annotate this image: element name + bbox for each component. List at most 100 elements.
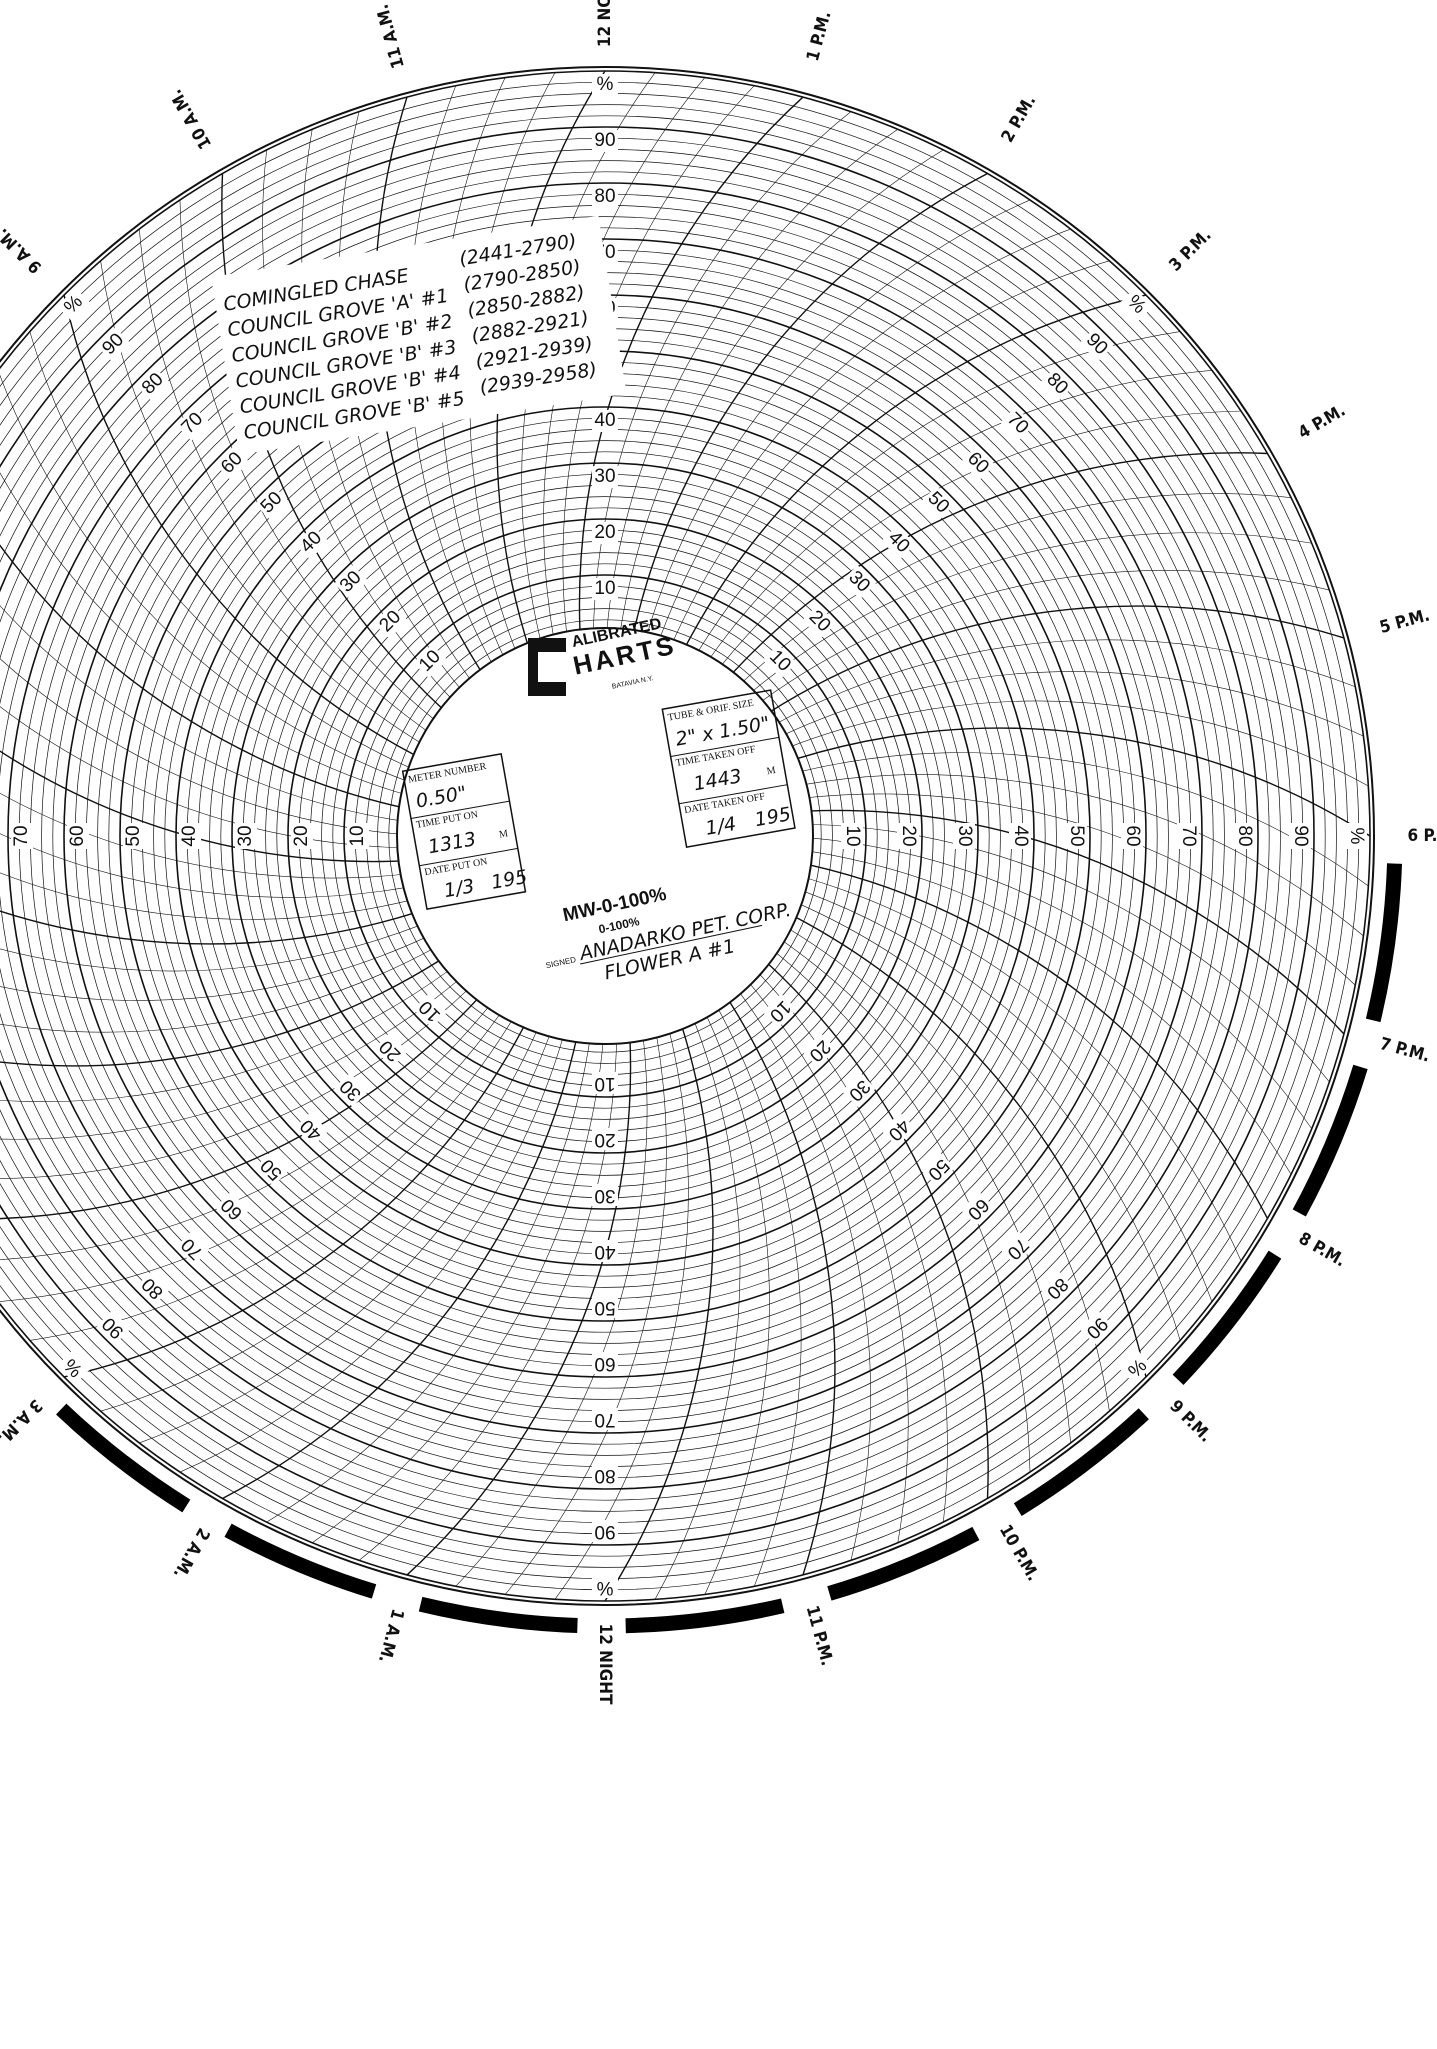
scale-label: 10 [765,646,795,676]
time-band [56,1403,191,1513]
scale-label: 30 [594,1185,615,1206]
scale-label-bg [592,74,618,96]
scale-label: 50 [923,1154,953,1184]
time-line [720,410,1242,667]
time-line [0,1012,502,1302]
scale-label: 70 [1003,1234,1033,1264]
time-band [1172,1250,1282,1385]
ring [0,126,1315,1546]
time-line [266,1040,591,1523]
scale-label-bg [841,1072,876,1107]
scale-label-bg [1000,406,1035,441]
hour-label: 10 A.M. [166,86,216,153]
time-line [727,999,836,1576]
scale-label-bg [1233,823,1255,849]
ring [388,619,822,1053]
scale-label-bg [1039,367,1074,402]
scale-label-bg [841,565,876,600]
hour-label: 1 P.M. [803,9,835,63]
scale-label: 20 [376,607,406,637]
scale-label-bg [11,823,33,849]
scale-label-bg [881,525,916,560]
time-line [776,639,1356,724]
scale-label-bg [592,1520,618,1542]
time-band [827,1526,980,1601]
scale-label-bg [1000,1231,1035,1266]
time-line [809,837,1313,1129]
time-line [0,958,442,1067]
time-line [794,727,1371,837]
time-line [0,910,416,945]
time-line [578,96,804,633]
scale-label-bg [1289,823,1311,849]
hub-circle [396,627,814,1045]
scale-label-bg [334,565,369,600]
scale-label: 30 [336,567,366,597]
time-band [224,1523,377,1599]
time-line [504,1034,667,1595]
time-line [0,792,404,879]
scale-label-bg [1345,823,1367,849]
time-line [0,658,401,835]
scale-label-bg [1119,287,1154,322]
time-line [757,972,948,1523]
scale-label: 80 [138,369,168,399]
scale-label-bg [1009,823,1031,849]
scale-label: 40 [296,527,326,557]
hour-label: 7 P.M. [1378,1034,1432,1066]
time-line [29,331,412,769]
scale-label-bg [592,130,618,152]
time-line [751,532,1312,693]
field-suffix: M [766,765,777,777]
scale-label: 40 [884,527,914,557]
note-paper [211,215,627,455]
time-line [783,671,1364,737]
scale-label-bg [347,823,369,849]
time-band [625,1598,785,1634]
scale-label-bg [960,446,995,481]
time-line [781,939,1071,1443]
scale-label-bg [592,522,618,544]
box-frame [661,689,796,848]
scale-label: 50 [123,825,144,846]
scale-label: 60 [217,1194,247,1224]
time-line [798,903,1181,1341]
time-line [741,493,1292,684]
box-frame [401,752,527,910]
note: COMINGLED CHASE(2441-2790)COUNCIL GROVE … [211,215,627,455]
scale-label-bg [294,525,329,560]
scale-label-bg [1121,823,1143,849]
time-line [708,369,1212,660]
scale-label: 90 [594,1521,615,1542]
scale-label-bg [592,1240,618,1262]
hour-label: 2 A.M. [169,1524,214,1582]
scale-label-bg [373,1033,408,1068]
scale-label-bg [413,993,448,1028]
scale-label-bg [762,993,797,1028]
ring [0,216,1225,1456]
ring [0,171,1270,1501]
scale-label-bg [215,446,250,481]
time-line [760,570,1330,703]
scale-label: 40 [594,410,615,431]
hour-label: 3 P.M. [1165,225,1215,275]
time-line [0,924,421,972]
scale-label-bg [592,1072,618,1094]
scale-label: 80 [1042,369,1072,399]
time-line [793,915,1147,1378]
ring [209,440,1001,1232]
scale-label: % [597,74,614,95]
ring [377,608,833,1064]
hour-label: 8 P.M. [1295,1229,1349,1272]
scale-label: 40 [1010,825,1031,846]
time-line [179,199,436,721]
scale-label: 50 [1066,825,1087,846]
scale-label: 60 [67,825,88,846]
hour-label: 5 P.M. [1378,605,1432,637]
scale-label: 40 [296,1115,326,1145]
logo-mark [528,638,566,696]
scale-label-bg [1039,1270,1074,1305]
scale-label: 20 [291,825,312,846]
time-line [803,774,1364,937]
scale-label: 80 [1042,1273,1072,1303]
